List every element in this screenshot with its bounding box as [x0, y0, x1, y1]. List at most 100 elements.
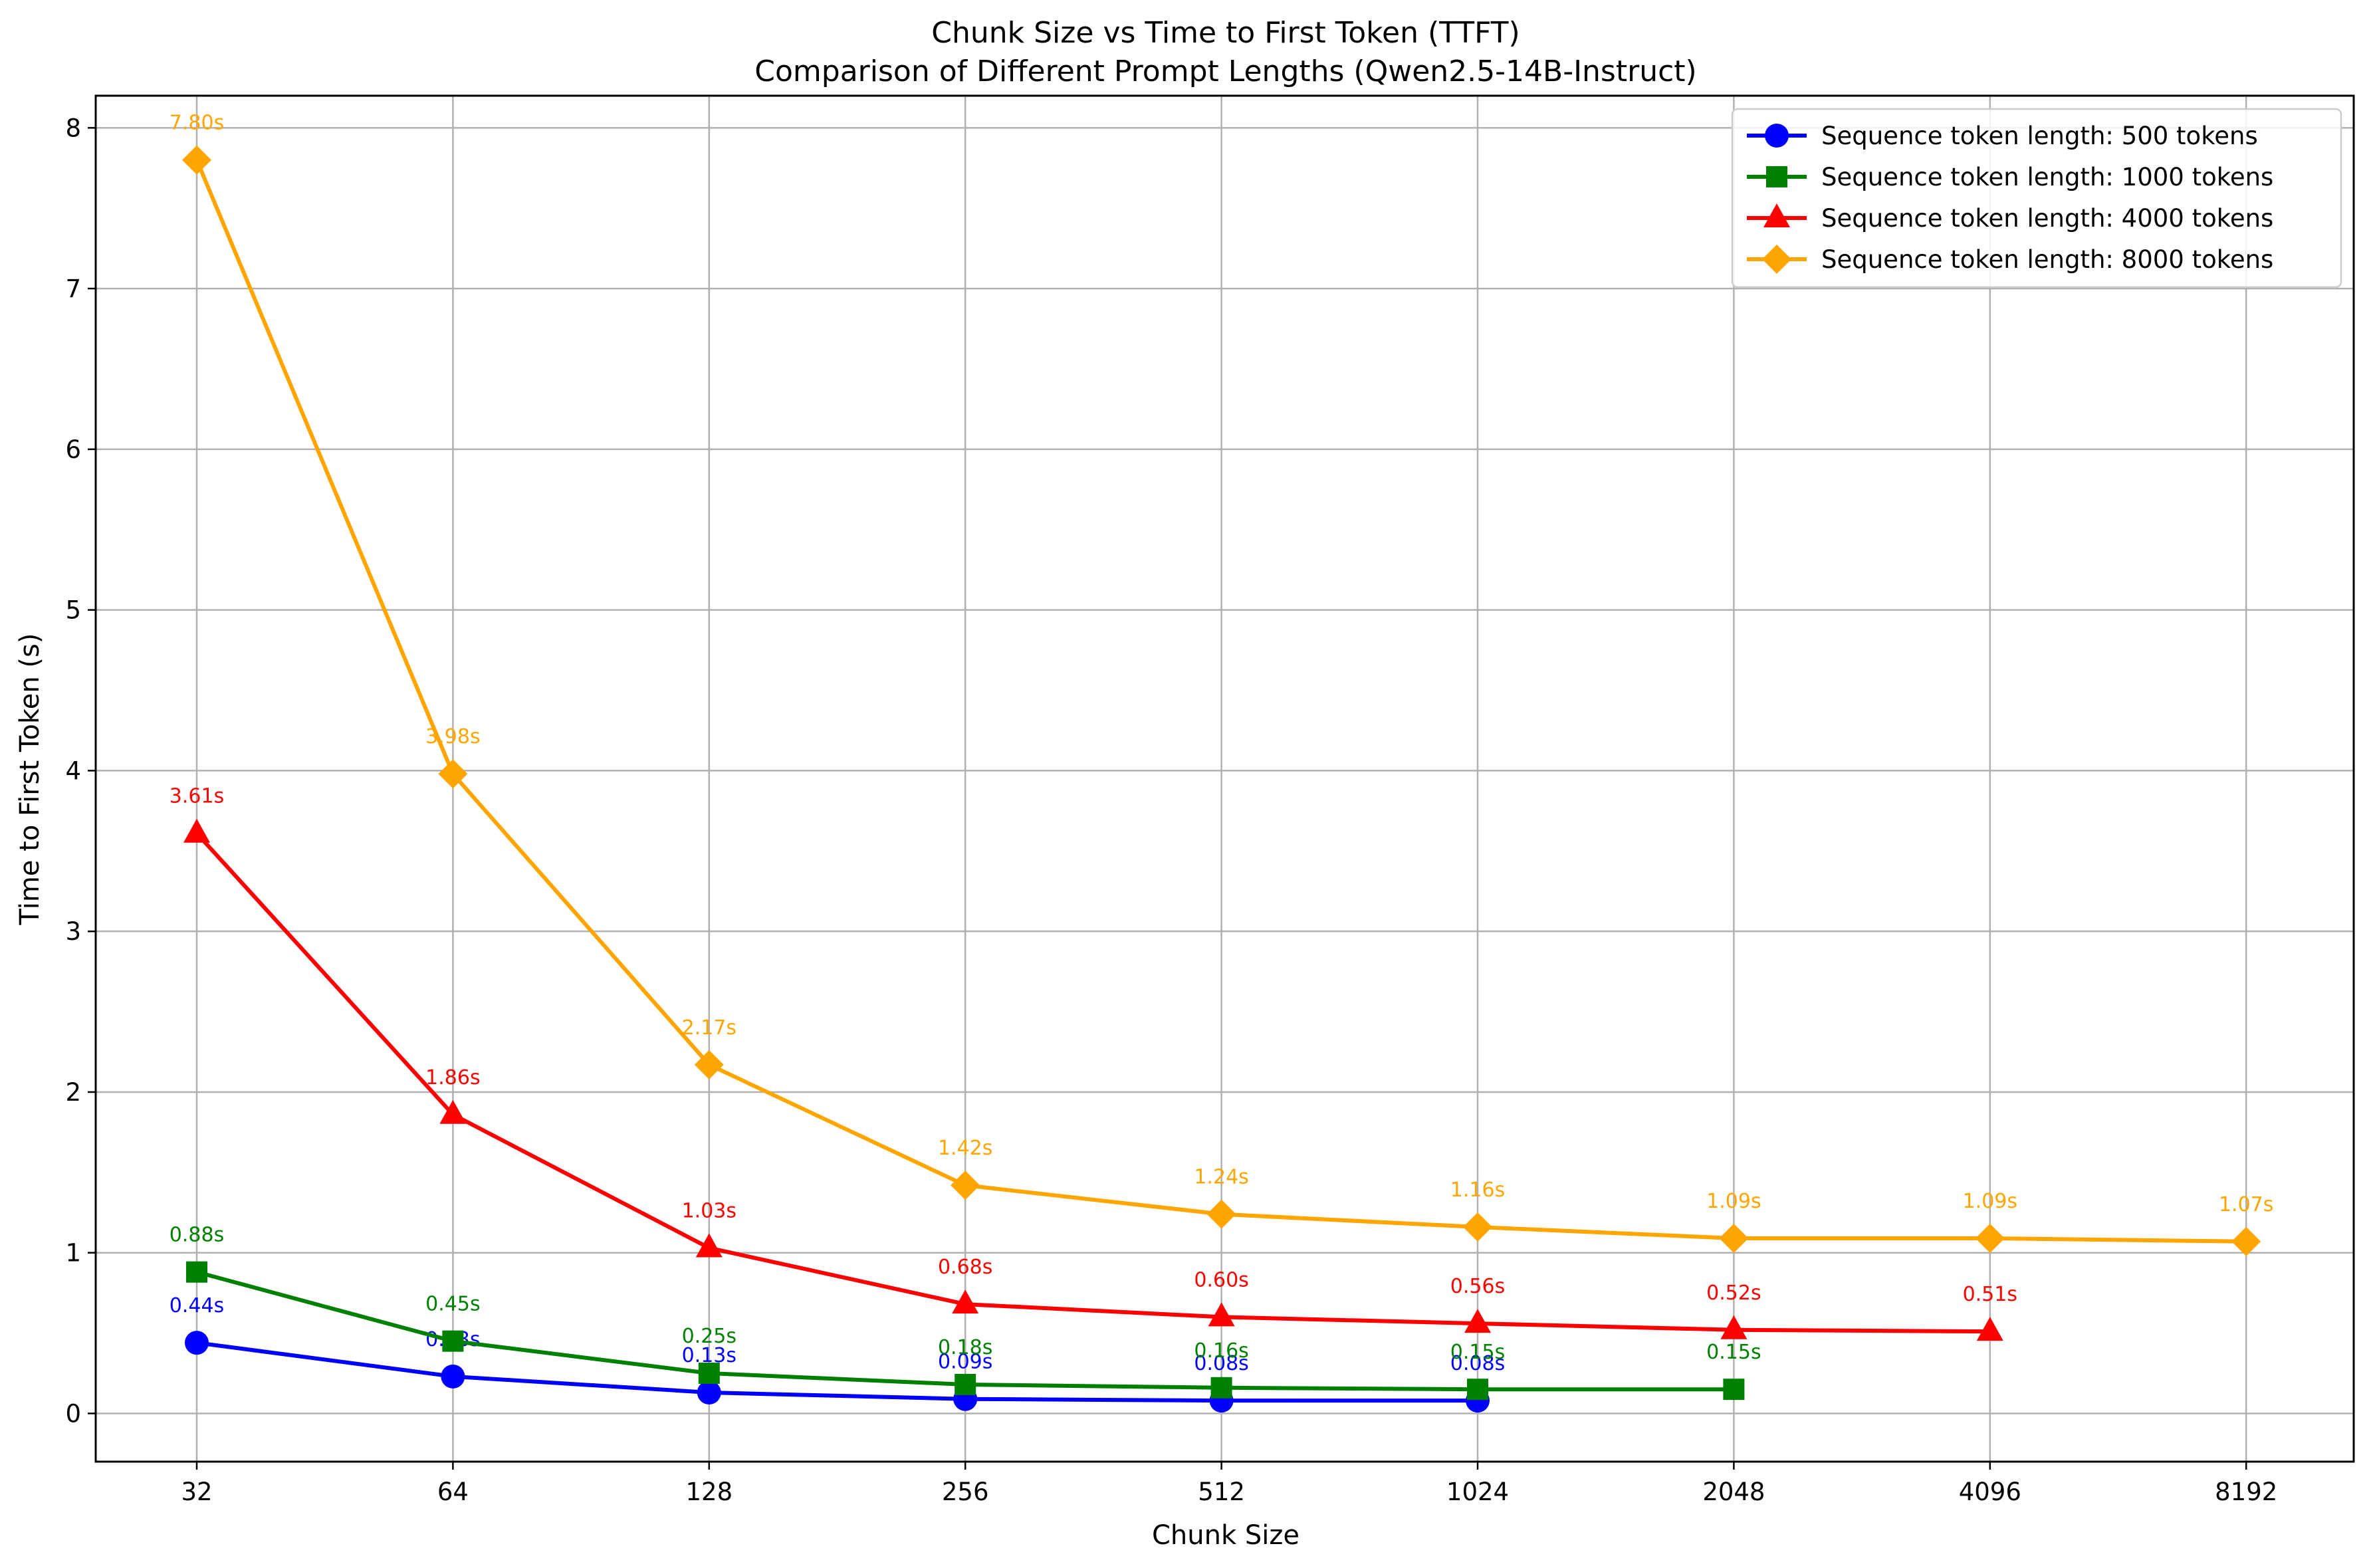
- data-label: 3.61s: [170, 785, 224, 808]
- legend-box: [1731, 108, 2342, 288]
- series-layer: 0.44s0.23s0.13s0.09s0.08s0.08s0.88s0.45s…: [170, 112, 2273, 1413]
- data-point: [1464, 1309, 1491, 1333]
- x-tick-label: 8192: [2215, 1478, 2277, 1506]
- legend-label: Sequence token length: 500 tokens: [1821, 122, 2258, 150]
- x-axis-label: Chunk Size: [1152, 1520, 1300, 1551]
- data-point: [1975, 1223, 2005, 1253]
- legend-marker: [1762, 245, 1791, 274]
- data-point: [1719, 1223, 1749, 1253]
- data-point: [438, 759, 468, 789]
- data-label: 0.18s: [938, 1336, 992, 1359]
- data-label: 0.15s: [1706, 1341, 1761, 1364]
- y-axis-label: Time to First Token (s): [15, 633, 45, 926]
- legend-marker: [1765, 124, 1789, 148]
- series-3: 3.61s 1.86s 1.03s 0.68s 0.60s 0.56s 0.52s 0.51s: [170, 785, 2017, 1341]
- legend-marker: [1763, 203, 1790, 227]
- x-tick-label: 64: [437, 1478, 469, 1506]
- data-label: 0.16s: [1194, 1339, 1248, 1363]
- data-label: 0.25s: [682, 1325, 736, 1348]
- x-tick-label: 32: [181, 1478, 212, 1506]
- data-label: 1.16s: [1450, 1178, 1505, 1202]
- data-label: 0.88s: [170, 1224, 224, 1247]
- legend-item: Sequence token length: 4000 tokens: [1747, 203, 2273, 233]
- y-tick-label: 7: [65, 275, 81, 303]
- x-tick-label: 1024: [1446, 1478, 1509, 1506]
- data-point: [955, 1373, 976, 1395]
- data-label: 1.09s: [1963, 1190, 2017, 1213]
- data-point: [1976, 1317, 2003, 1341]
- data-point: [2231, 1226, 2261, 1256]
- y-tick-label: 5: [65, 596, 81, 625]
- legend-label: Sequence token length: 8000 tokens: [1821, 245, 2273, 274]
- series-4: 7.80s 3.98s 2.17s 1.42s 1.24s 1.16s 1.09s 1.09s…: [170, 112, 2273, 1256]
- legend-item: Sequence token length: 8000 tokens: [1747, 245, 2273, 274]
- data-label: 0.52s: [1706, 1282, 1761, 1305]
- data-point: [441, 1364, 465, 1389]
- data-label: 7.80s: [170, 112, 224, 135]
- data-label: 1.42s: [938, 1137, 992, 1160]
- data-point: [1723, 1379, 1745, 1400]
- data-point: [1720, 1315, 1748, 1339]
- data-point: [183, 818, 210, 843]
- x-tick-label: 256: [942, 1478, 989, 1506]
- data-label: 0.60s: [1194, 1268, 1248, 1291]
- data-point: [952, 1289, 979, 1314]
- data-point: [698, 1363, 720, 1385]
- data-point: [694, 1050, 724, 1079]
- y-tick-label: 8: [65, 114, 81, 142]
- data-label: 0.56s: [1450, 1275, 1505, 1298]
- data-point: [185, 1331, 209, 1355]
- data-label: 3.98s: [425, 725, 480, 748]
- y-tick-label: 0: [65, 1399, 81, 1428]
- data-label: 0.09s: [938, 1351, 992, 1374]
- x-tick-label: 2048: [1702, 1478, 1765, 1506]
- data-label: 1.86s: [425, 1066, 480, 1089]
- data-label: 0.44s: [170, 1294, 224, 1317]
- legend-item: Sequence token length: 500 tokens: [1747, 122, 2258, 150]
- data-point: [951, 1171, 980, 1200]
- data-label: 0.08s: [1194, 1352, 1248, 1375]
- y-axis: 0 1 2 3 4 5 6 7 8: [65, 114, 96, 1428]
- chart-subtitle: Comparison of Different Prompt Lengths (…: [754, 55, 1696, 88]
- legend-item: Sequence token length: 1000 tokens: [1747, 163, 2273, 191]
- data-point: [697, 1381, 721, 1405]
- y-tick-label: 4: [65, 756, 81, 785]
- data-label: 0.45s: [425, 1293, 480, 1316]
- data-label: 0.68s: [938, 1256, 992, 1279]
- x-axis: 32 64 128 256 512 1024 2048 4096 8192: [181, 1462, 2277, 1506]
- data-label: 0.15s: [1450, 1341, 1505, 1364]
- plot-frame: [94, 94, 2355, 1463]
- data-label: 0.51s: [1963, 1283, 2017, 1306]
- data-label: 1.24s: [1194, 1166, 1248, 1189]
- y-tick-label: 3: [65, 917, 81, 946]
- data-label: 1.09s: [1706, 1190, 1761, 1213]
- grid-lines: [96, 96, 2354, 1462]
- legend-label: Sequence token length: 1000 tokens: [1821, 163, 2273, 191]
- chart-title: Chunk Size vs Time to First Token (TTFT): [931, 16, 1520, 50]
- data-label: 2.17s: [682, 1016, 736, 1040]
- legend: Sequence token length: 500 tokens Sequenc…: [1731, 108, 2342, 288]
- data-point: [182, 145, 211, 175]
- y-tick-label: 2: [65, 1078, 81, 1107]
- data-point: [186, 1261, 207, 1283]
- series-line: [196, 1341, 1478, 1403]
- y-tick-label: 6: [65, 435, 81, 464]
- legend-marker: [1766, 166, 1787, 187]
- x-tick-label: 512: [1198, 1478, 1245, 1506]
- data-point: [442, 1330, 464, 1352]
- y-tick-label: 1: [65, 1239, 81, 1268]
- data-point: [695, 1233, 723, 1258]
- data-label: 1.07s: [2219, 1193, 2273, 1216]
- legend-label: Sequence token length: 4000 tokens: [1821, 204, 2273, 233]
- data-point: [1467, 1379, 1488, 1400]
- data-point: [1210, 1377, 1232, 1399]
- x-tick-label: 4096: [1959, 1478, 2021, 1506]
- data-point: [1208, 1302, 1235, 1327]
- data-point: [1463, 1212, 1492, 1242]
- data-label: 1.03s: [682, 1199, 736, 1222]
- data-label: 0.08s: [1450, 1352, 1505, 1375]
- series-2: 0.88s 0.45s 0.25s 0.18s 0.16s 0.15s 0.15s: [170, 1224, 1761, 1400]
- data-point: [1206, 1199, 1236, 1229]
